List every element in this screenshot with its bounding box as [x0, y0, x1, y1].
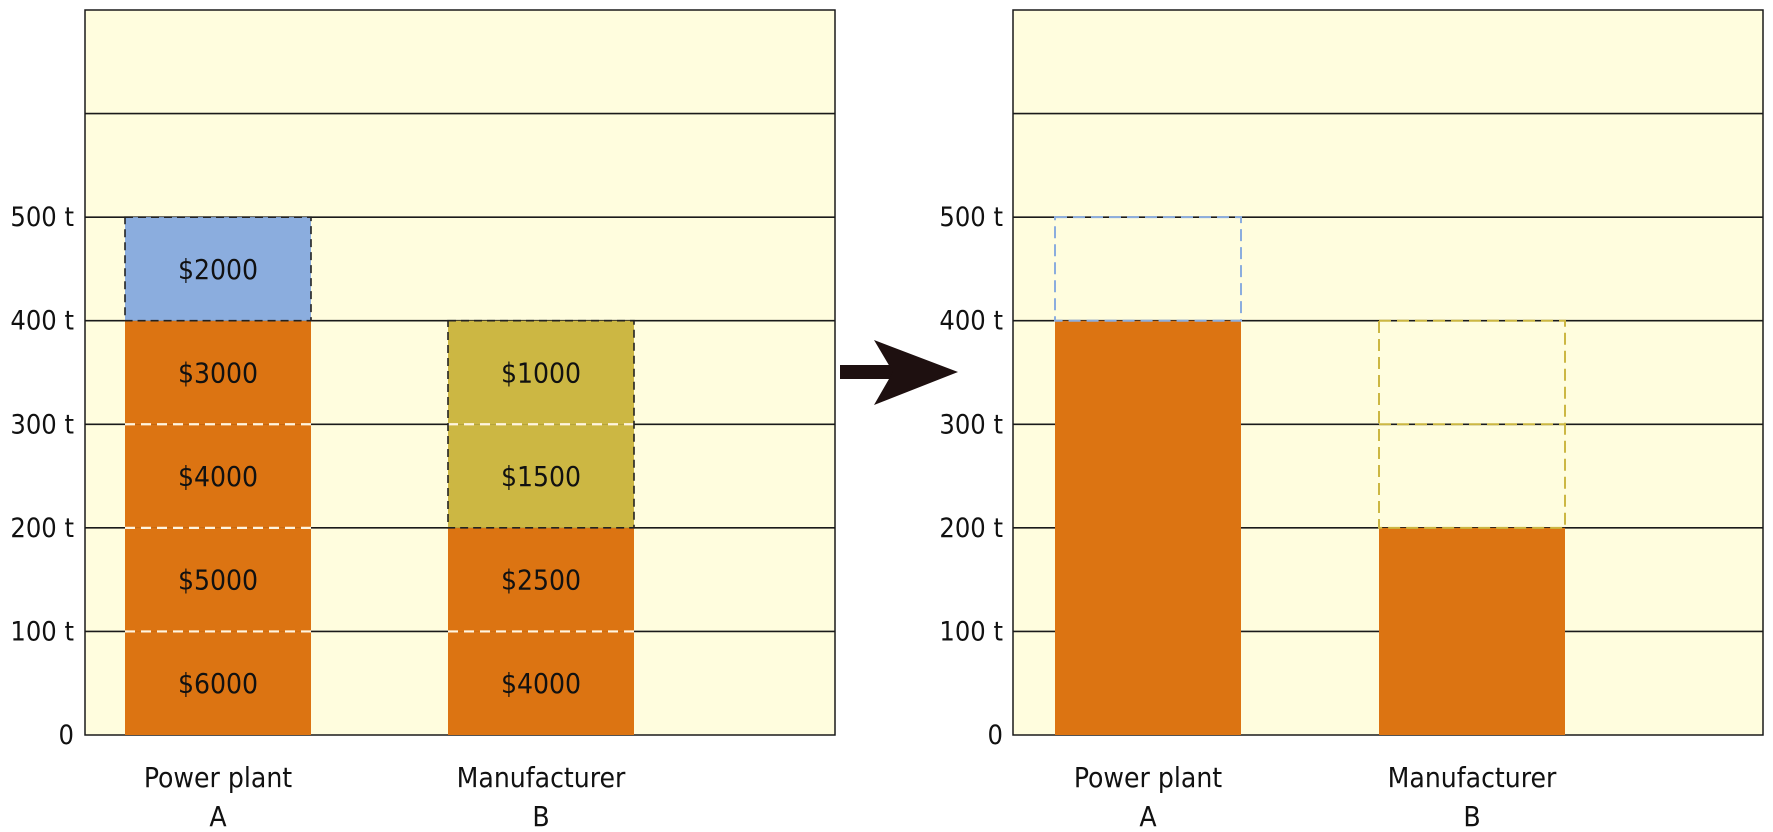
x-category-sublabel: A [209, 800, 227, 832]
x-category-sublabel: B [532, 800, 549, 832]
bar-fill [1055, 320, 1241, 735]
data-label: $1500 [501, 460, 581, 493]
y-tick-label: 300 t [10, 409, 74, 440]
y-tick-label: 100 t [10, 616, 74, 647]
y-tick-label: 300 t [939, 409, 1003, 440]
bar-segment [448, 424, 634, 528]
data-label: $3000 [178, 357, 258, 390]
bar-segment [448, 320, 634, 425]
data-label: $4000 [178, 460, 258, 493]
y-tick-label: 0 [59, 720, 74, 751]
arrow-icon [840, 340, 958, 405]
bar-segment [125, 320, 311, 425]
x-category-sublabel: A [1139, 800, 1157, 832]
y-tick-label: 500 t [10, 202, 74, 233]
tradeable-outline [447, 319, 635, 529]
data-label: $5000 [178, 564, 258, 597]
x-category-label: Power plant [144, 761, 292, 794]
y-tick-label: 200 t [10, 513, 74, 544]
bar-segment [125, 527, 311, 632]
data-label: $2500 [501, 564, 581, 597]
bar-segment [125, 217, 311, 321]
bar-power-plant-a [1054, 216, 1242, 735]
data-label: $6000 [178, 667, 258, 700]
y-tick-label: 200 t [939, 513, 1003, 544]
bar-fill [1379, 527, 1565, 735]
data-label: $1000 [501, 357, 581, 390]
bar-segment [448, 631, 634, 735]
bar-manufacturer-b: $4000 $2500 $1500 $1000 [447, 319, 635, 735]
bar-segment [125, 424, 311, 528]
x-category-sublabel: B [1463, 800, 1480, 832]
data-label: $2000 [178, 253, 258, 286]
data-label: $4000 [501, 667, 581, 700]
x-category-label: Power plant [1074, 761, 1222, 794]
bar-segment [448, 527, 634, 632]
y-tick-label: 100 t [939, 616, 1003, 647]
bar-segment [125, 631, 311, 735]
x-category-label: Manufacturer [457, 761, 626, 794]
chart-after-trade: 0 100 t 200 t 300 t 400 t 500 t Power plant A Ma… [939, 9, 1764, 832]
bar-manufacturer-b [1378, 319, 1566, 735]
x-category-label: Manufacturer [1388, 761, 1557, 794]
bar-power-plant-a: $6000 $5000 $4000 $3000 $2000 [124, 216, 312, 735]
tradeable-outline [124, 216, 312, 322]
removed-outline [1054, 216, 1242, 322]
y-tick-label: 400 t [939, 306, 1003, 337]
y-tick-label: 400 t [10, 306, 74, 337]
chart-before-trade: 0 100 t 200 t 300 t 400 t 500 t $6000 $5000 $400… [10, 9, 836, 832]
y-tick-label: 0 [988, 720, 1003, 751]
y-tick-label: 500 t [939, 202, 1003, 233]
